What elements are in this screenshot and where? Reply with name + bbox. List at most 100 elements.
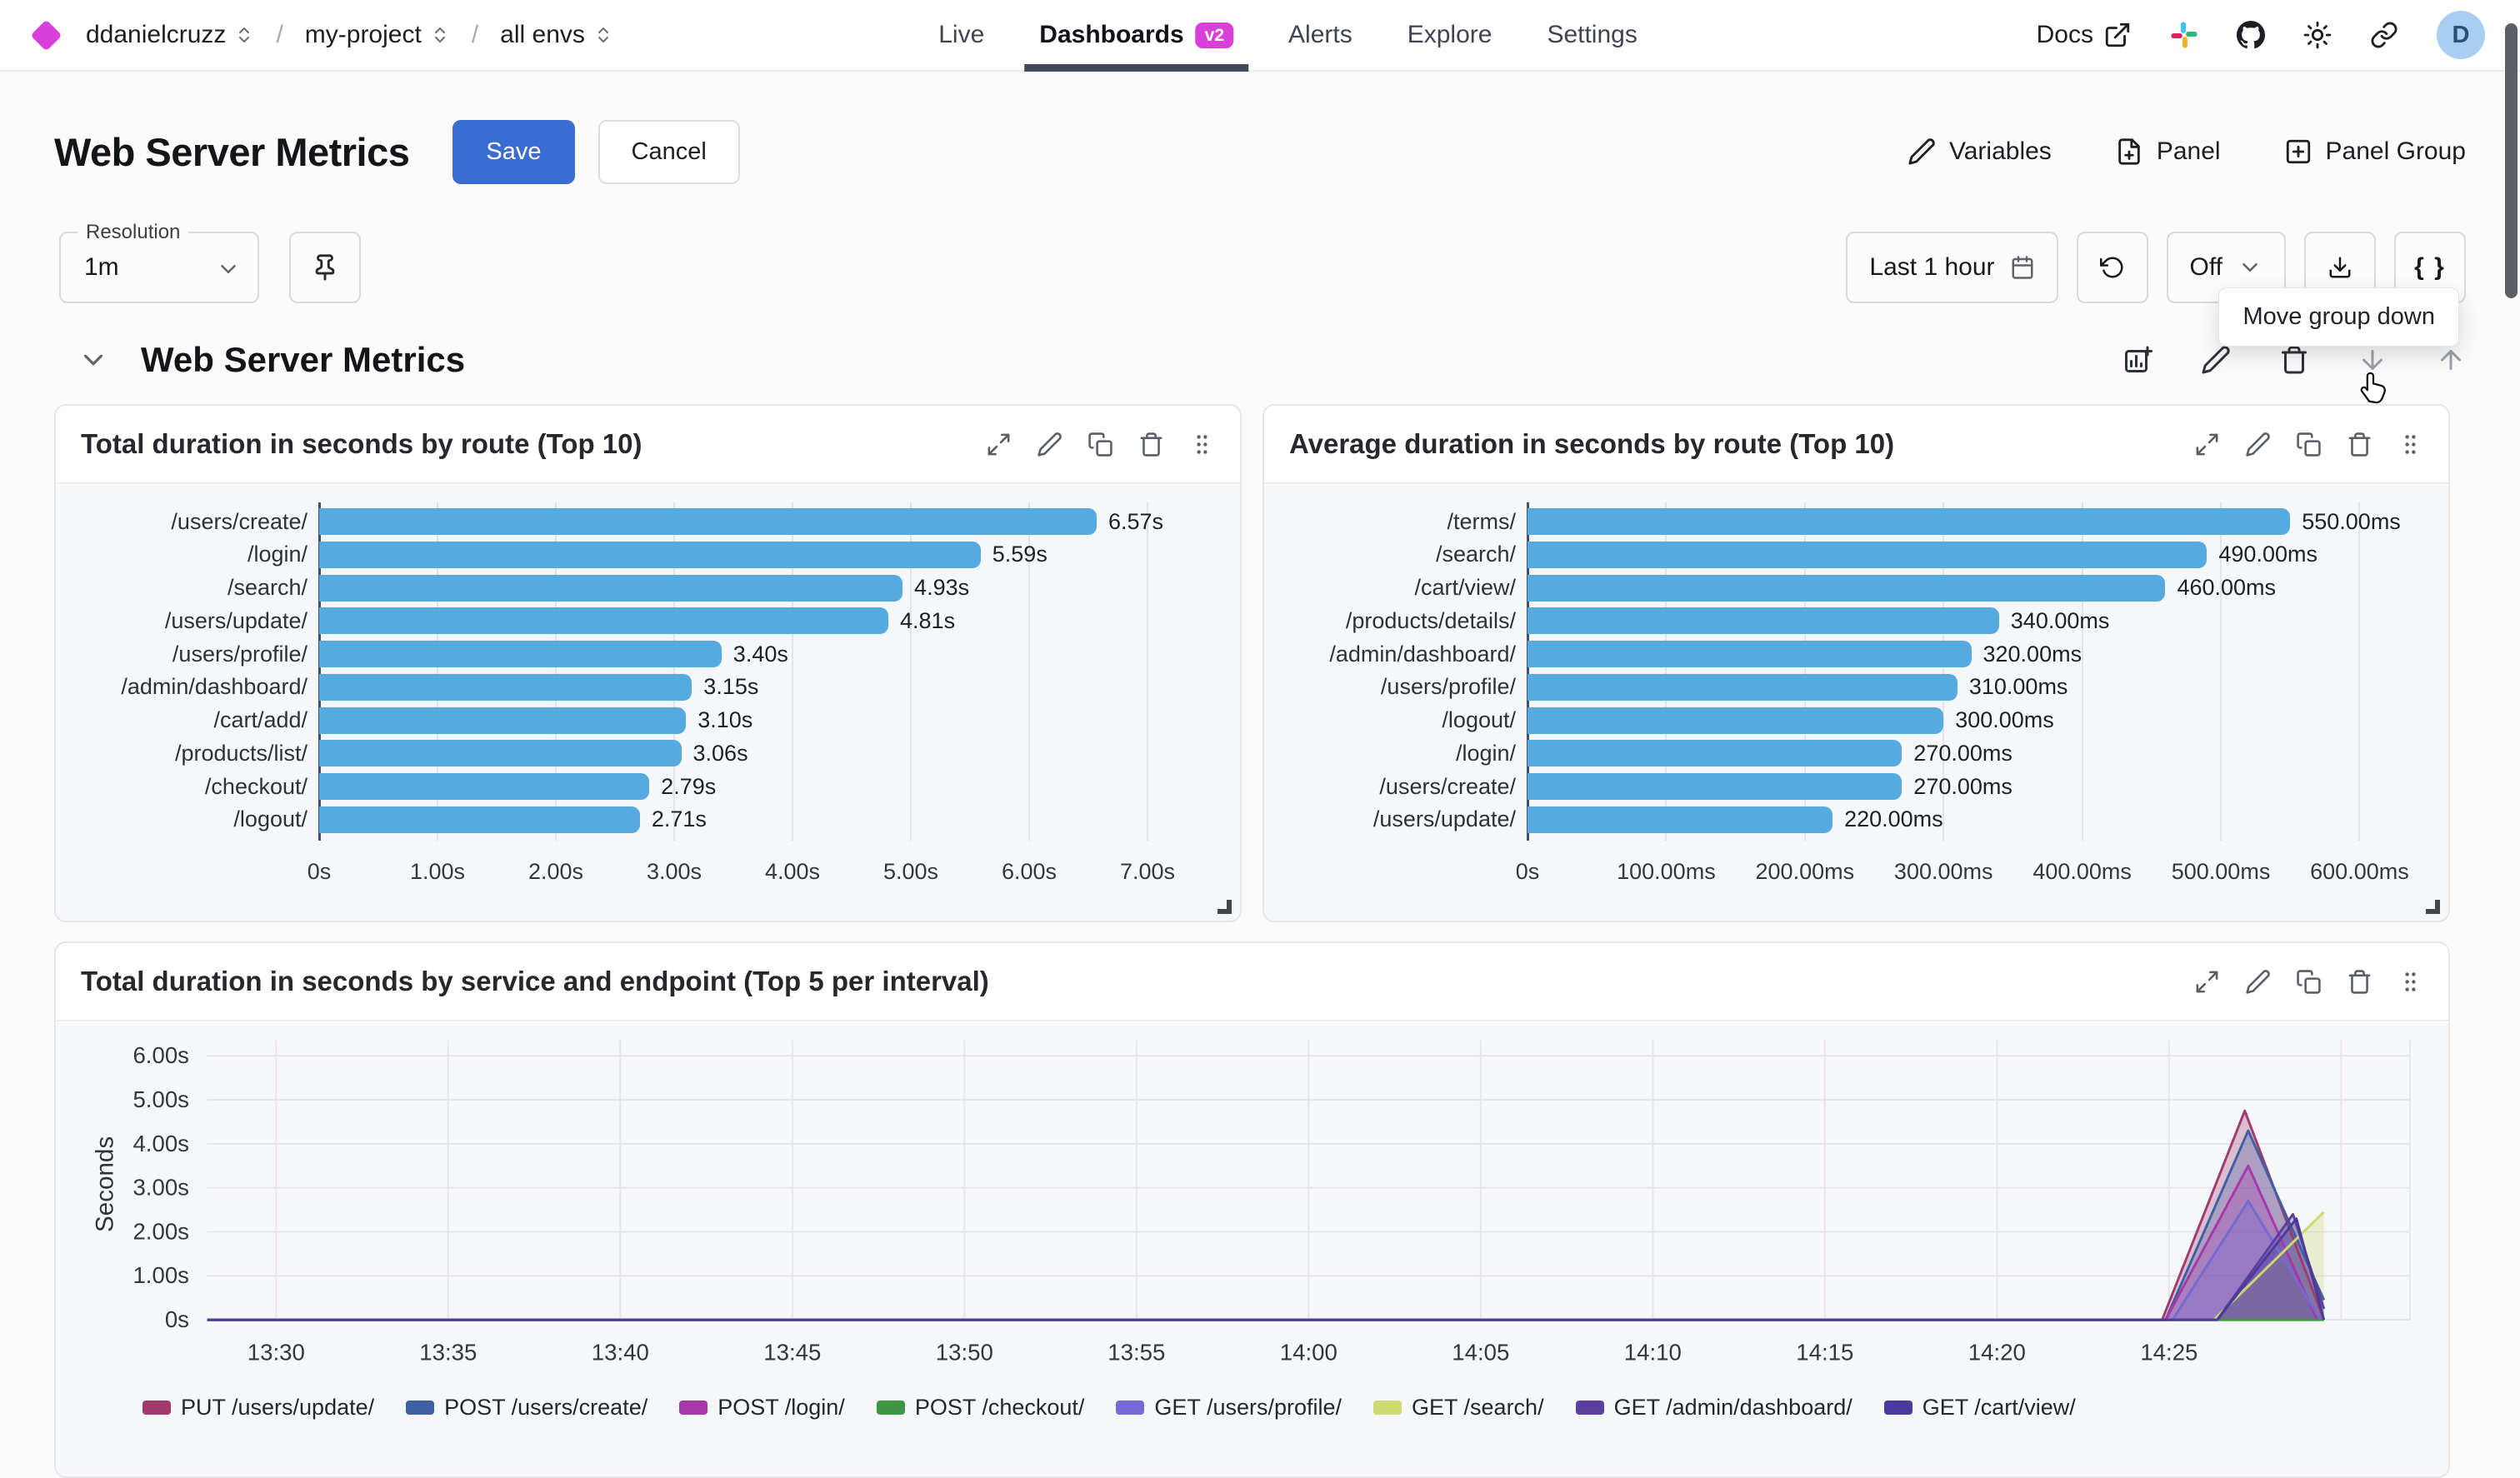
- bar[interactable]: [1528, 740, 1902, 767]
- github-icon[interactable]: [2237, 21, 2265, 49]
- breadcrumb-env[interactable]: all envs: [500, 21, 613, 49]
- y-axis-line: [1527, 502, 1529, 841]
- theme-sun-icon[interactable]: [2303, 21, 2332, 49]
- breadcrumb-project[interactable]: my-project: [305, 21, 450, 49]
- nav-item-label: Settings: [1547, 21, 1638, 48]
- bar[interactable]: [319, 673, 692, 701]
- nav-item-dashboards[interactable]: Dashboards v2: [1024, 0, 1248, 72]
- bar[interactable]: [319, 773, 650, 801]
- bar-track: 550.00ms: [1528, 508, 2415, 535]
- nav-item-explore[interactable]: Explore: [1408, 0, 1492, 70]
- scrollbar-thumb[interactable]: [2505, 23, 2518, 298]
- bar-row: /logout/2.71s: [69, 806, 1215, 834]
- x-axis-tick-label: 400.00ms: [2032, 859, 2132, 884]
- bar[interactable]: [319, 574, 903, 602]
- duplicate-icon[interactable]: [1088, 432, 1113, 457]
- bar[interactable]: [319, 508, 1097, 535]
- bar[interactable]: [319, 806, 640, 833]
- bar-row: /users/create/6.57s: [69, 507, 1215, 536]
- legend-label: GET /users/profile/: [1154, 1395, 1342, 1420]
- app-logo-diamond-icon[interactable]: [30, 18, 62, 52]
- legend-item[interactable]: POST /users/create/: [406, 1395, 648, 1421]
- bar[interactable]: [1528, 574, 2166, 602]
- breadcrumb-user[interactable]: ddanielcruzz: [86, 21, 254, 49]
- link-icon[interactable]: [2370, 21, 2398, 49]
- panel-resize-handle[interactable]: [2426, 900, 2440, 914]
- gridline: [1147, 502, 1148, 841]
- expand-icon[interactable]: [2194, 969, 2220, 995]
- bar[interactable]: [1528, 607, 1999, 635]
- bar-track: 2.79s: [319, 773, 1207, 801]
- duplicate-icon[interactable]: [2296, 432, 2322, 457]
- nav-item-live[interactable]: Live: [938, 0, 984, 70]
- bar-value-label: 3.15s: [703, 674, 759, 700]
- avatar[interactable]: D: [2437, 11, 2485, 59]
- bar[interactable]: [319, 541, 981, 568]
- nav-item-settings[interactable]: Settings: [1547, 0, 1637, 70]
- expand-icon[interactable]: [2194, 432, 2220, 457]
- delete-icon[interactable]: [1138, 432, 1164, 457]
- slack-icon[interactable]: [2170, 21, 2198, 49]
- legend-item[interactable]: GET /admin/dashboard/: [1575, 1395, 1852, 1421]
- drag-icon[interactable]: [2398, 432, 2423, 457]
- add-panel-group-button[interactable]: Panel Group: [2284, 137, 2466, 166]
- gridline: [555, 502, 557, 841]
- move-up-icon[interactable]: [2436, 345, 2466, 375]
- bar-category-label: /admin/dashboard/: [121, 674, 308, 700]
- gridline: [2358, 502, 2361, 841]
- time-range-button[interactable]: Last 1 hour: [1846, 232, 2058, 303]
- bar-category-label: /users/update/: [1372, 806, 1516, 832]
- legend-item[interactable]: POST /checkout/: [876, 1395, 1085, 1421]
- edit-icon[interactable]: [1037, 432, 1062, 457]
- bar[interactable]: [319, 641, 722, 668]
- edit-icon[interactable]: [2245, 969, 2271, 995]
- docs-label: Docs: [2036, 21, 2093, 48]
- pin-button[interactable]: [289, 232, 361, 303]
- panel-resize-handle[interactable]: [1218, 900, 1232, 914]
- delete-icon[interactable]: [2347, 969, 2372, 995]
- bar[interactable]: [319, 707, 687, 734]
- bar[interactable]: [1528, 508, 2291, 535]
- bar[interactable]: [1528, 541, 2208, 568]
- edit-icon[interactable]: [2245, 432, 2271, 457]
- bar[interactable]: [1528, 641, 1972, 668]
- collapse-group-button[interactable]: [78, 344, 109, 376]
- docs-link[interactable]: Docs: [2037, 21, 2132, 49]
- resolution-select[interactable]: Resolution 1m: [59, 221, 259, 303]
- bar[interactable]: [1528, 673, 1958, 701]
- legend-item[interactable]: GET /users/profile/: [1116, 1395, 1342, 1421]
- expand-icon[interactable]: [986, 432, 1012, 457]
- edit-icon[interactable]: [2201, 345, 2231, 375]
- bar[interactable]: [319, 607, 889, 635]
- x-axis-tick-label: 300.00ms: [1893, 859, 1993, 884]
- refresh-button[interactable]: [2076, 232, 2148, 303]
- legend-item[interactable]: PUT /users/update/: [142, 1395, 374, 1421]
- gridline: [437, 502, 438, 841]
- legend-label: POST /checkout/: [914, 1395, 1085, 1420]
- delete-icon[interactable]: [2347, 432, 2372, 457]
- bar[interactable]: [319, 740, 682, 767]
- bar[interactable]: [1528, 773, 1902, 801]
- save-button[interactable]: Save: [452, 119, 575, 184]
- bar-track: 460.00ms: [1528, 574, 2415, 602]
- panel-header: Total duration in seconds by service and…: [56, 943, 2448, 1021]
- delete-icon[interactable]: [2279, 345, 2309, 375]
- legend-item[interactable]: GET /cart/view/: [1883, 1395, 2076, 1421]
- legend-item[interactable]: POST /login/: [679, 1395, 845, 1421]
- variables-button[interactable]: Variables: [1908, 137, 2052, 166]
- bar[interactable]: [1528, 806, 1833, 833]
- legend-item[interactable]: GET /search/: [1373, 1395, 1544, 1421]
- cancel-button[interactable]: Cancel: [598, 119, 740, 184]
- bar[interactable]: [1528, 707, 1944, 734]
- nav-item-alerts[interactable]: Alerts: [1288, 0, 1352, 70]
- duplicate-icon[interactable]: [2296, 969, 2322, 995]
- bar-row: /users/update/220.00ms: [1278, 806, 2423, 834]
- chart-add-icon[interactable]: [2122, 345, 2152, 375]
- add-panel-button[interactable]: Panel: [2115, 137, 2221, 166]
- drag-icon[interactable]: [1189, 432, 1215, 457]
- v2-badge: v2: [1195, 22, 1234, 48]
- drag-icon[interactable]: [2398, 969, 2423, 995]
- gridline: [910, 502, 912, 841]
- move-down-icon[interactable]: [2358, 345, 2388, 375]
- resolution-value: 1m: [84, 253, 119, 281]
